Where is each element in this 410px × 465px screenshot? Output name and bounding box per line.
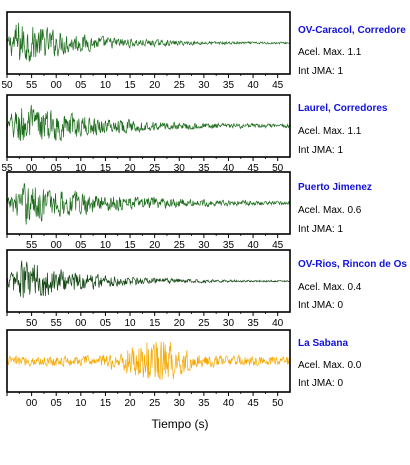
x-tick-label: 50	[272, 398, 284, 409]
x-tick-label: 25	[149, 398, 161, 409]
panel-frame	[6, 249, 291, 313]
x-tick-label: 30	[198, 240, 210, 251]
x-tick-label: 30	[198, 80, 210, 91]
station-name: OV-Caracol, Corredore	[298, 25, 406, 36]
x-tick-label: 30	[174, 398, 186, 409]
x-tick-label: 25	[149, 163, 161, 174]
x-tick-label: 45	[272, 80, 284, 91]
max-acceleration: Acel. Max. 1.1	[298, 126, 362, 137]
jma-intensity: Int JMA: 1	[298, 66, 344, 77]
jma-intensity: Int JMA: 0	[298, 300, 344, 311]
waveform-trace	[6, 260, 291, 298]
waveform-trace	[6, 22, 290, 62]
max-acceleration: Acel. Max. 0.0	[298, 360, 362, 371]
panel-frame	[6, 329, 291, 393]
x-tick-label: 20	[174, 318, 186, 329]
x-tick-label: 45	[248, 398, 260, 409]
max-acceleration: Acel. Max. 1.1	[298, 47, 362, 58]
x-tick-label: 10	[75, 398, 87, 409]
x-tick-label: 40	[248, 240, 260, 251]
panel-frame	[6, 94, 291, 158]
x-tick-label: 35	[248, 318, 260, 329]
waveform-trace	[6, 183, 291, 225]
x-tick-label: 15	[124, 240, 136, 251]
x-tick-label: 55	[26, 80, 38, 91]
jma-intensity: Int JMA: 0	[298, 378, 344, 389]
x-tick-label: 35	[223, 80, 235, 91]
panel-frame	[6, 171, 291, 235]
x-tick-label: 20	[149, 240, 161, 251]
x-tick-label: 00	[51, 240, 63, 251]
panel-frame	[6, 11, 291, 75]
station-name: OV-Rios, Rincon de Os	[298, 259, 407, 270]
max-acceleration: Acel. Max. 0.4	[298, 282, 362, 293]
x-tick-label: 15	[149, 318, 161, 329]
x-tick-label: 10	[75, 163, 87, 174]
x-tick-label: 35	[223, 240, 235, 251]
x-tick-label: 20	[124, 163, 136, 174]
x-tick-label: 10	[100, 240, 112, 251]
x-tick-label: 40	[248, 80, 260, 91]
x-tick-label: 05	[75, 80, 87, 91]
x-tick-label: 05	[51, 163, 63, 174]
x-axis-label: Tiempo (s)	[151, 417, 209, 431]
x-tick-label: 50	[272, 163, 284, 174]
x-tick-label: 00	[75, 318, 87, 329]
x-tick-label: 35	[198, 163, 210, 174]
x-tick-label: 00	[26, 398, 38, 409]
x-tick-label: 20	[149, 80, 161, 91]
x-tick-label: 30	[223, 318, 235, 329]
x-tick-label: 25	[174, 80, 186, 91]
x-tick-label: 35	[198, 398, 210, 409]
jma-intensity: Int JMA: 1	[298, 224, 344, 235]
x-tick-label: 55	[26, 240, 38, 251]
x-tick-label: 05	[100, 318, 112, 329]
station-name: La Sabana	[298, 338, 349, 349]
station-name: Laurel, Corredores	[298, 103, 388, 114]
x-tick-label: 00	[51, 80, 63, 91]
x-tick-label: 50	[1, 80, 13, 91]
x-tick-label: 20	[124, 398, 136, 409]
x-tick-label: 05	[75, 240, 87, 251]
x-tick-label: 25	[174, 240, 186, 251]
x-tick-label: 10	[100, 80, 112, 91]
x-tick-label: 30	[174, 163, 186, 174]
x-tick-label: 00	[26, 163, 38, 174]
x-tick-label: 40	[223, 398, 235, 409]
waveform-trace	[6, 104, 291, 142]
x-tick-label: 40	[223, 163, 235, 174]
x-tick-label: 05	[51, 398, 63, 409]
x-tick-label: 15	[100, 163, 112, 174]
x-tick-label: 25	[198, 318, 210, 329]
x-tick-label: 50	[26, 318, 38, 329]
x-tick-label: 55	[1, 163, 13, 174]
x-tick-label: 55	[51, 318, 63, 329]
station-name: Puerto Jimenez	[298, 182, 372, 193]
x-tick-label: 45	[272, 240, 284, 251]
jma-intensity: Int JMA: 1	[298, 145, 344, 156]
x-tick-label: 15	[100, 398, 112, 409]
waveform-trace	[6, 341, 291, 381]
x-tick-label: 45	[248, 163, 260, 174]
x-tick-label: 15	[124, 80, 136, 91]
max-acceleration: Acel. Max. 0.6	[298, 205, 362, 216]
x-tick-label: 10	[124, 318, 136, 329]
x-tick-label: 40	[272, 318, 284, 329]
